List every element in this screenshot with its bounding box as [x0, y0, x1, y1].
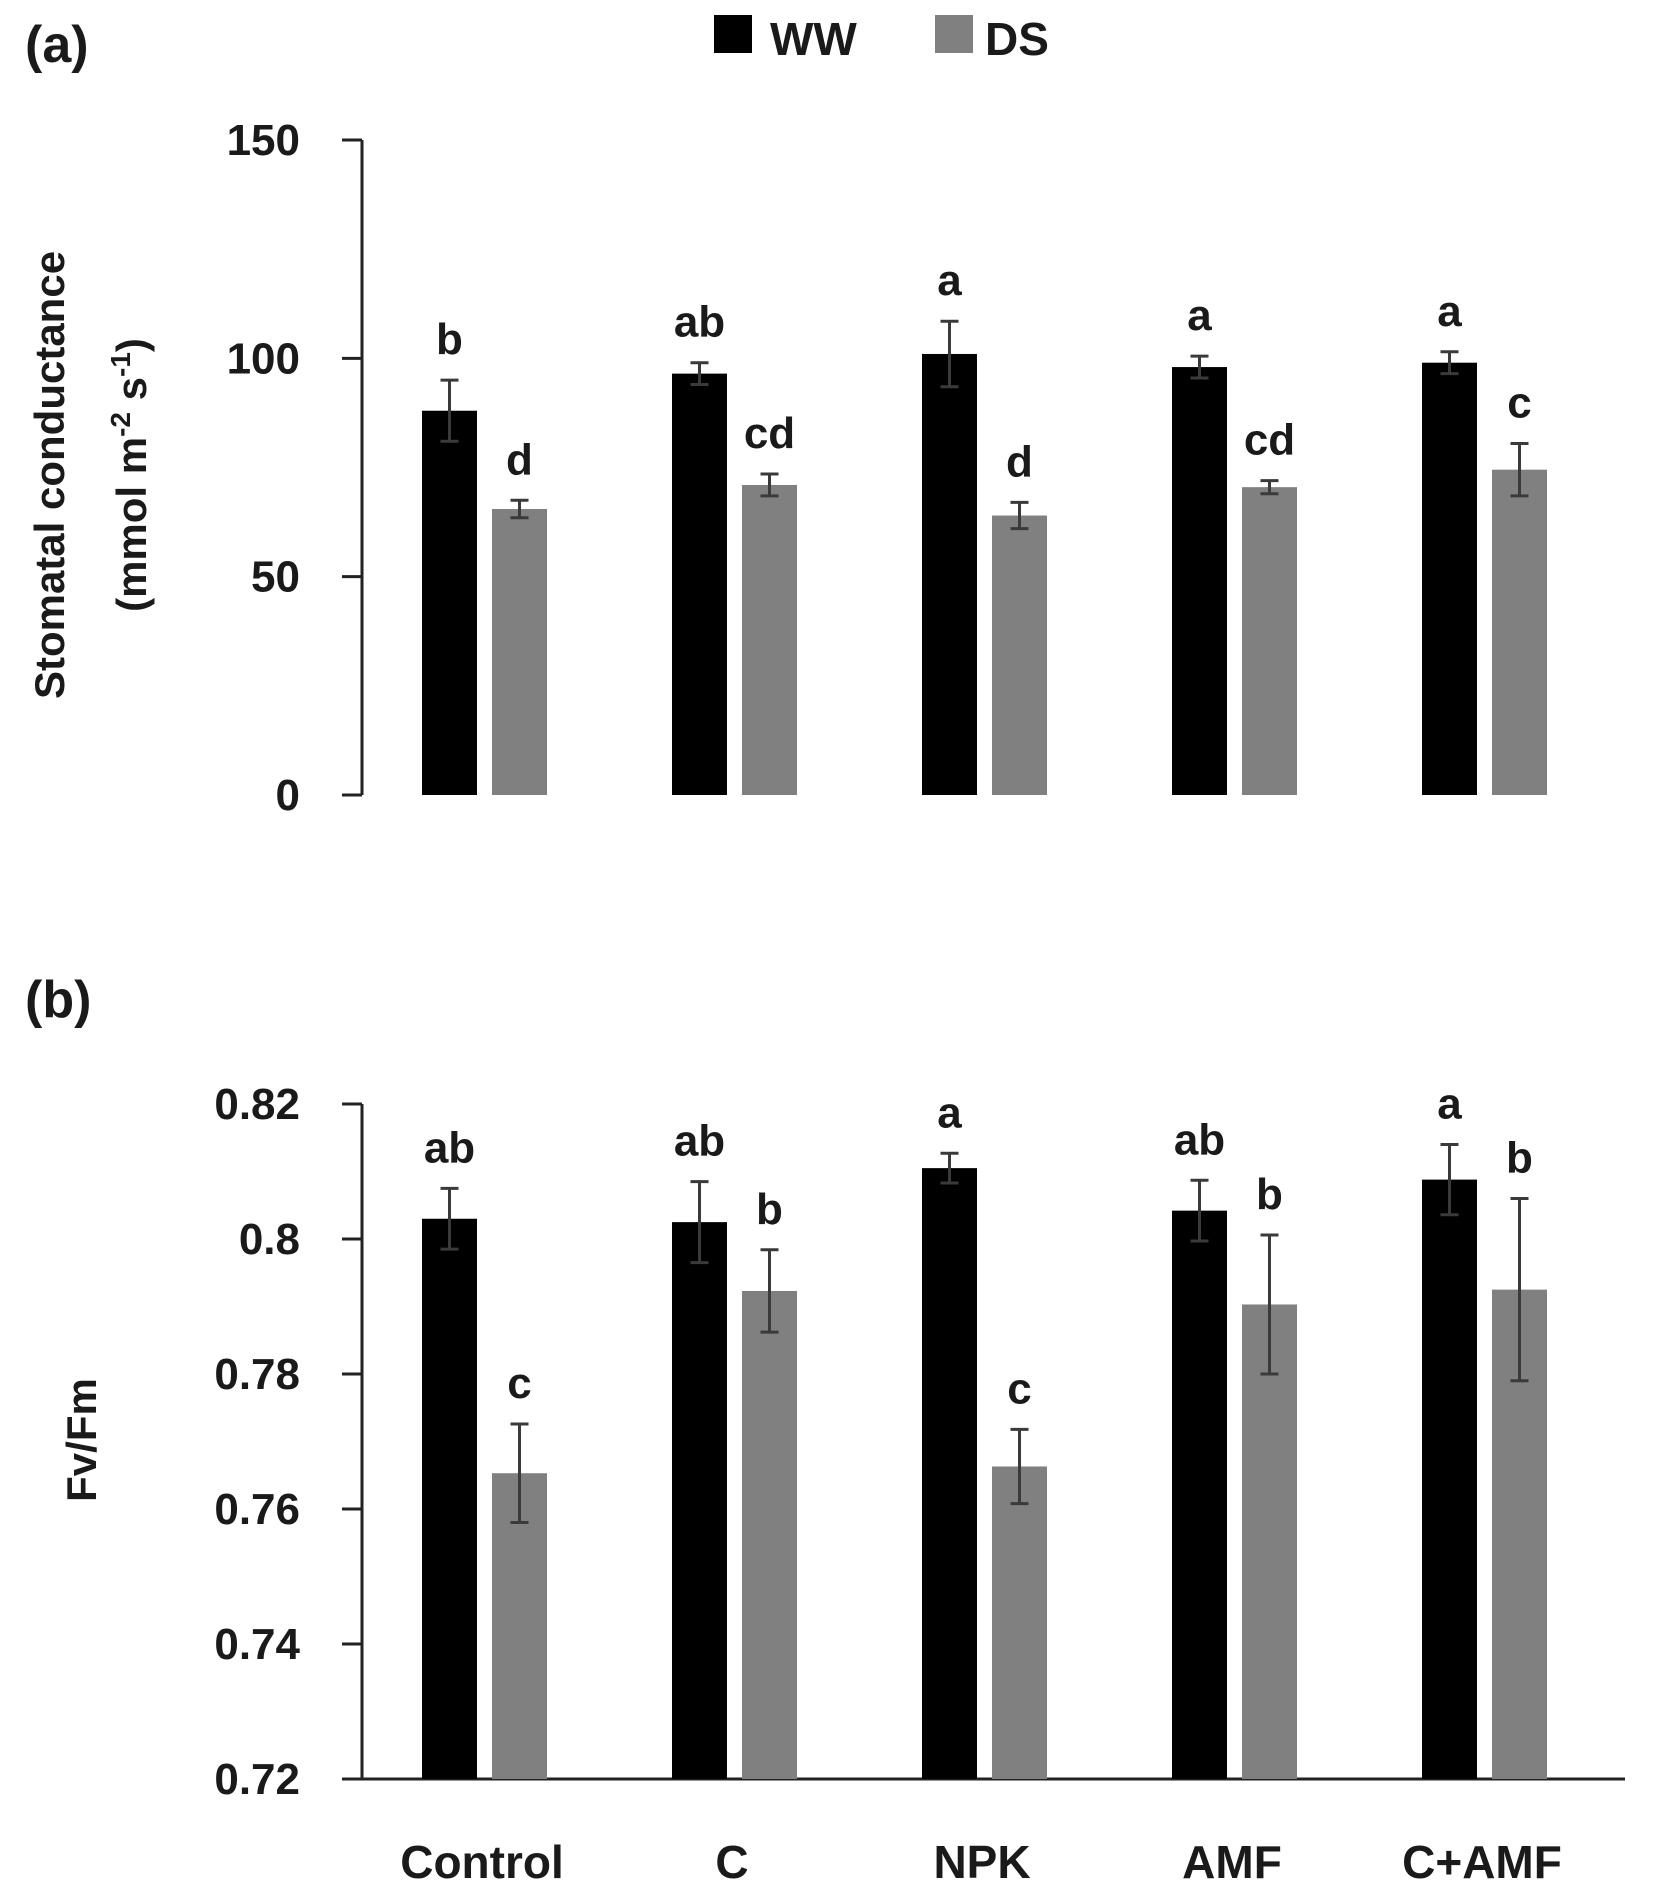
panel-b-y-tick-label: 0.8: [239, 1215, 300, 1264]
panel-b-bar-ww: [422, 1218, 477, 1779]
panel-a-bar-ds: [992, 515, 1047, 795]
category-label: Control: [400, 1836, 564, 1888]
panel-a-ylabel-line2: (mmol m-2 s-1): [105, 338, 155, 612]
category-label: NPK: [933, 1836, 1030, 1888]
category-label: C: [715, 1836, 748, 1888]
panel-a-label: (a): [25, 16, 89, 74]
panel-b-significance-label: ab: [1174, 1115, 1225, 1164]
panel-b-significance-label: b: [756, 1185, 783, 1234]
panel-a-bar-ww: [672, 373, 727, 795]
panel-b-bar-ds: [742, 1290, 797, 1779]
panel-a-bar-ds: [492, 508, 547, 795]
panel-b-significance-label: c: [1007, 1364, 1031, 1413]
panel-a-y-tick-label: 100: [227, 334, 300, 383]
panel-b-ylabel: Fv/Fm: [58, 1378, 105, 1502]
legend-label-ds: DS: [985, 13, 1049, 65]
panel-a-significance-label: ab: [674, 298, 725, 347]
legend-label-ww: WW: [770, 13, 857, 65]
panel-a-significance-label: a: [1187, 291, 1212, 340]
panel-a-significance-label: a: [937, 256, 962, 305]
panel-b-y-tick-label: 0.76: [214, 1485, 300, 1534]
panel-a-bar-ww: [422, 410, 477, 795]
panel-a-significance-label: cd: [744, 409, 795, 458]
panel-b-significance-label: a: [1437, 1080, 1462, 1129]
panel-b-significance-label: b: [1256, 1170, 1283, 1219]
panel-b-bar-ds: [1242, 1304, 1297, 1779]
panel-b-significance-label: ab: [424, 1123, 475, 1172]
panel-b-bar-ds: [492, 1473, 547, 1779]
legend: WW DS: [714, 13, 1049, 65]
panel-a-significance-label: d: [506, 435, 533, 484]
panel-b-y-tick-label: 0.82: [214, 1080, 300, 1129]
legend-swatch-ds: [935, 15, 973, 53]
category-label: C+AMF: [1402, 1836, 1562, 1888]
panel-a-bar-ds: [1242, 487, 1297, 795]
panel-b-significance-label: a: [937, 1088, 962, 1137]
panel-a-bar-ww: [922, 353, 977, 795]
panel-b-label: (b): [25, 971, 91, 1029]
panel-b-significance-label: ab: [674, 1117, 725, 1166]
panel-a-bar-ww: [1422, 362, 1477, 795]
panel-a-significance-label: d: [1006, 437, 1033, 486]
panel-b-y-tick-label: 0.72: [214, 1755, 300, 1804]
category-label: AMF: [1182, 1836, 1282, 1888]
panel-a-bar-ww: [1172, 367, 1227, 795]
panel-a-bar-ds: [1492, 469, 1547, 795]
panel-a-y-tick-label: 0: [276, 771, 300, 820]
panel-b-significance-label: c: [507, 1359, 531, 1408]
panel-b-y-tick-label: 0.74: [214, 1620, 300, 1669]
panel-a-significance-label: cd: [1244, 416, 1295, 465]
panel-b-chart: 0.720.740.760.780.80.82abcControlabbCacN…: [214, 1080, 1625, 1888]
panel-b-y-tick-label: 0.78: [214, 1350, 300, 1399]
panel-a-significance-label: b: [436, 315, 463, 364]
panel-a-y-tick-label: 50: [251, 553, 300, 602]
panel-a-y-tick-label: 150: [227, 116, 300, 165]
legend-swatch-ww: [714, 15, 752, 53]
panel-a-significance-label: a: [1437, 287, 1462, 336]
panel-a-significance-label: c: [1507, 378, 1531, 427]
panel-b-bar-ww: [672, 1222, 727, 1779]
panel-b-bar-ww: [922, 1168, 977, 1779]
panel-b-bar-ww: [1422, 1179, 1477, 1779]
panel-b-bar-ds: [992, 1466, 1047, 1779]
panel-a-bar-ds: [742, 484, 797, 795]
panel-b-bar-ww: [1172, 1210, 1227, 1779]
panel-a-ylabel-line1: Stomatal conductance: [26, 251, 73, 699]
panel-b-significance-label: b: [1506, 1134, 1533, 1183]
